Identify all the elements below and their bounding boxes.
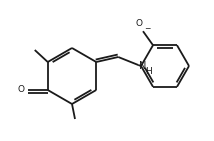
Text: N: N <box>139 61 147 71</box>
Text: O: O <box>17 85 24 94</box>
Text: O: O <box>135 19 143 28</box>
Text: −: − <box>144 24 150 33</box>
Text: H: H <box>145 68 152 77</box>
